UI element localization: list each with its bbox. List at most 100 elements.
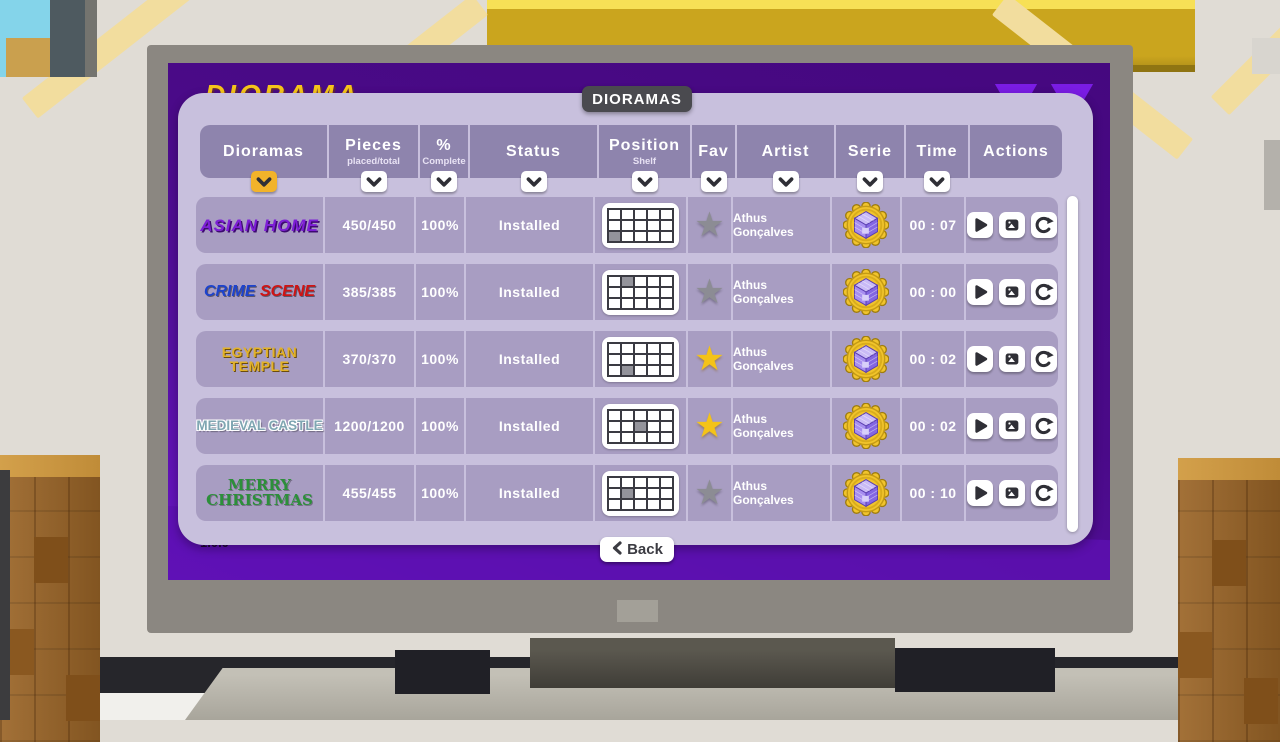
- reset-button[interactable]: [1031, 413, 1057, 439]
- shelf-cell: [635, 231, 646, 241]
- time-cell: 00 : 07: [902, 197, 964, 253]
- reset-button[interactable]: [1031, 212, 1057, 238]
- column-header-pieces: Pieces placed/total: [329, 125, 418, 192]
- play-button[interactable]: [967, 413, 993, 439]
- shelf-position-icon[interactable]: [602, 202, 679, 248]
- sort-button-position[interactable]: [631, 171, 658, 192]
- photo-button[interactable]: [999, 212, 1025, 238]
- sort-button-time[interactable]: [924, 171, 950, 192]
- photo-icon: [1005, 420, 1019, 432]
- back-button-label: Back: [627, 541, 663, 558]
- shelf-cell: [622, 499, 633, 509]
- shelf-grid: [607, 475, 674, 511]
- reset-button[interactable]: [1031, 346, 1057, 372]
- shelf-cell: [609, 276, 620, 286]
- sort-button-pieces[interactable]: [360, 171, 387, 192]
- shelf-cell: [609, 354, 620, 364]
- chevron-down-icon: [929, 176, 945, 187]
- favorite-star-icon[interactable]: ★: [694, 272, 725, 312]
- actions-cell: [966, 398, 1058, 454]
- photo-button[interactable]: [999, 279, 1025, 305]
- wooden-pillar-right: [1178, 458, 1280, 742]
- sort-button-dioramas[interactable]: [250, 171, 277, 192]
- sort-button-status[interactable]: [520, 171, 547, 192]
- column-header-fav: Fav: [692, 125, 735, 192]
- back-button[interactable]: Back: [600, 537, 674, 562]
- artist-cell: Athus Gonçalves: [733, 465, 830, 521]
- sort-button-serie[interactable]: [857, 171, 883, 192]
- actions-cell: [966, 331, 1058, 387]
- diorama-name: MERRY CHRISTMAS: [196, 478, 323, 508]
- shelf-position-icon[interactable]: [602, 470, 679, 516]
- time-cell: 00 : 02: [902, 398, 964, 454]
- photo-button[interactable]: [999, 480, 1025, 506]
- shelf-cell: [609, 421, 620, 431]
- shelf-cell: [622, 421, 633, 431]
- column-header-complete: % Complete: [420, 125, 468, 192]
- pillar-top-face: [0, 455, 100, 477]
- shelf-cell: [661, 287, 672, 297]
- scrollbar[interactable]: [1067, 196, 1078, 532]
- reset-icon: [1035, 350, 1054, 368]
- sort-button-complete[interactable]: [431, 171, 457, 192]
- play-button[interactable]: [967, 212, 993, 238]
- sort-button-fav[interactable]: [700, 171, 727, 192]
- reset-button[interactable]: [1031, 480, 1057, 506]
- serie-badge: [842, 201, 890, 249]
- shelf-cell: [648, 343, 659, 353]
- shelf-cell: [635, 432, 646, 442]
- play-button[interactable]: [967, 279, 993, 305]
- play-icon: [975, 218, 988, 232]
- chevron-down-icon: [436, 176, 452, 187]
- complete-cell: 100%: [416, 331, 464, 387]
- play-icon: [975, 285, 988, 299]
- fav-cell: ★: [688, 398, 731, 454]
- favorite-star-icon[interactable]: ★: [694, 406, 725, 446]
- shelf-cell: [609, 298, 620, 308]
- cell-text: Installed: [498, 351, 561, 367]
- pieces-cell: 385/385: [325, 264, 414, 320]
- shelf-cell: [609, 365, 620, 375]
- wall-picture: [0, 0, 97, 77]
- wooden-pillar-left: [0, 455, 100, 742]
- favorite-star-icon[interactable]: ★: [694, 205, 725, 245]
- favorite-star-icon[interactable]: ★: [694, 339, 725, 379]
- shelf-cell: [635, 365, 646, 375]
- tv-sensor: [617, 600, 658, 622]
- play-button[interactable]: [967, 480, 993, 506]
- chevron-down-icon: [256, 176, 271, 187]
- serie-badge-icon: [842, 469, 890, 517]
- shelf-cell: [622, 276, 633, 286]
- shelf-cell: [661, 432, 672, 442]
- status-cell: Installed: [466, 465, 593, 521]
- status-cell: Installed: [466, 331, 593, 387]
- tv-frame: DIORAMA DIORAMAS 1.0.0 Dioramas Piecespl…: [147, 45, 1133, 633]
- column-header-dioramas: Dioramas: [200, 125, 327, 192]
- serie-cell: [832, 465, 900, 521]
- position-cell: [595, 264, 686, 320]
- reset-button[interactable]: [1031, 279, 1057, 305]
- console-box: [530, 638, 895, 688]
- favorite-star-icon[interactable]: ★: [694, 473, 725, 513]
- shelf-cell: [622, 410, 633, 420]
- shelf-position-icon[interactable]: [602, 269, 679, 315]
- shelf-position-icon[interactable]: [602, 403, 679, 449]
- photo-button[interactable]: [999, 346, 1025, 372]
- dark-block: [395, 650, 490, 694]
- tv-screen: DIORAMA DIORAMAS 1.0.0 Dioramas Piecespl…: [168, 63, 1110, 580]
- column-label: %: [436, 136, 452, 154]
- serie-cell: [832, 197, 900, 253]
- photo-button[interactable]: [999, 413, 1025, 439]
- photo-icon: [1005, 353, 1019, 365]
- serie-cell: [832, 331, 900, 387]
- actions-cell: [966, 264, 1058, 320]
- shelf-cell: [661, 354, 672, 364]
- column-sublabel: placed/total: [347, 155, 400, 167]
- diorama-name-part: MEDIEVAL CASTLE: [196, 418, 323, 434]
- complete-cell: 100%: [416, 398, 464, 454]
- shelf-cell: [622, 432, 633, 442]
- shelf-position-icon[interactable]: [602, 336, 679, 382]
- reset-icon: [1035, 417, 1054, 435]
- sort-button-artist[interactable]: [772, 171, 799, 192]
- play-button[interactable]: [967, 346, 993, 372]
